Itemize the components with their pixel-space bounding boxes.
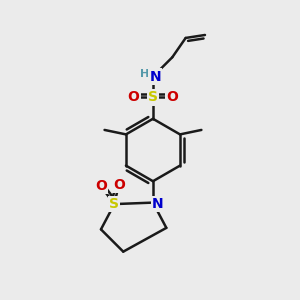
Text: O: O bbox=[128, 90, 140, 104]
Text: O: O bbox=[95, 179, 107, 193]
Text: S: S bbox=[148, 90, 158, 104]
Text: O: O bbox=[167, 90, 178, 104]
Text: N: N bbox=[152, 197, 163, 211]
Text: H: H bbox=[140, 69, 149, 79]
Text: N: N bbox=[149, 70, 161, 84]
Text: S: S bbox=[109, 197, 119, 211]
Text: O: O bbox=[113, 178, 125, 192]
